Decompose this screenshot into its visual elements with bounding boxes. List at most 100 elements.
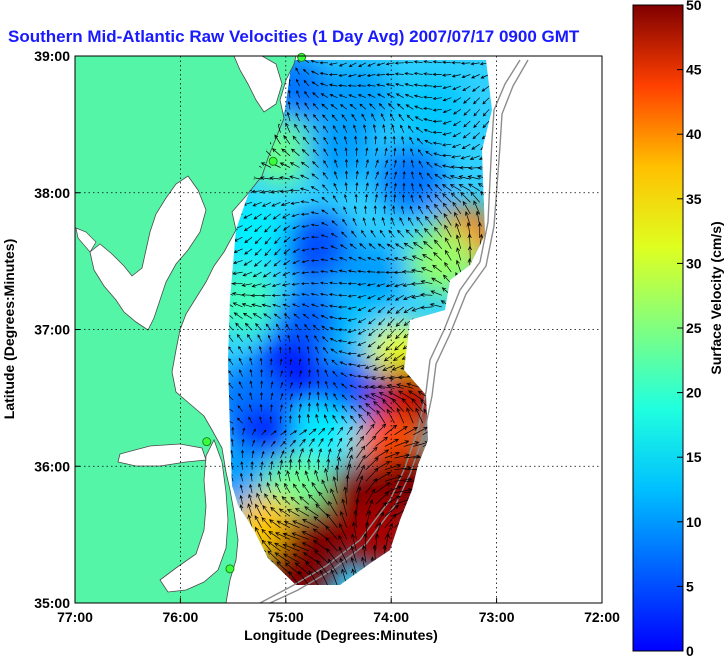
velocity-arrow [395, 243, 404, 250]
velocity-arrow [242, 271, 253, 277]
velocity-arrow [388, 229, 395, 238]
velocity-arrow [307, 357, 311, 366]
velocity-arrow [347, 318, 357, 322]
velocity-arrow [410, 171, 414, 180]
velocity-arrow [340, 510, 348, 528]
velocity-arrow [310, 281, 319, 285]
velocity-arrow [329, 94, 338, 99]
velocity-arrow [349, 384, 357, 389]
velocity-arrow [314, 469, 319, 482]
velocity-arrow [343, 486, 348, 505]
velocity-arrow [310, 70, 319, 75]
velocity-arrow [295, 323, 300, 331]
velocity-arrow [319, 61, 328, 65]
colorbar-tick-label: 50 [686, 0, 702, 13]
velocity-cell [228, 268, 278, 337]
velocity-arrow [352, 217, 357, 226]
velocity-arrow [375, 171, 379, 180]
velocity-arrow [402, 170, 406, 180]
velocity-arrow [433, 163, 442, 168]
velocity-arrow [394, 171, 398, 180]
velocity-arrow [393, 257, 404, 261]
velocity-arrow [392, 135, 396, 145]
velocity-arrow [290, 201, 300, 205]
velocity-arrow [269, 346, 272, 354]
velocity-arrow [426, 172, 433, 180]
velocity-arrow [354, 193, 358, 203]
velocity-arrow [330, 245, 338, 250]
velocity-arrow [320, 222, 329, 226]
velocity-arrow [427, 194, 433, 203]
velocity-arrow [464, 211, 471, 226]
velocity-arrow [261, 528, 272, 540]
velocity-arrow [280, 358, 283, 366]
velocity-arrow [298, 358, 302, 366]
velocity-arrow [338, 94, 348, 99]
velocity-arrow [263, 260, 272, 267]
velocity-arrow [337, 437, 343, 447]
velocity-arrow [261, 303, 272, 308]
velocity-arrow [258, 482, 262, 493]
velocity-arrow [329, 269, 338, 273]
velocity-arrow [370, 229, 376, 238]
velocity-arrow [289, 403, 293, 412]
velocity-arrow [341, 394, 348, 401]
velocity-arrow [403, 426, 418, 436]
velocity-arrow [451, 74, 461, 78]
velocity-arrow [241, 438, 245, 447]
velocity-arrow [298, 570, 310, 585]
velocity-arrow [239, 472, 243, 482]
velocity-arrow [321, 103, 329, 110]
velocity-arrow [277, 334, 281, 342]
velocity-arrow [386, 306, 395, 314]
velocity-arrow [384, 147, 388, 156]
velocity-arrow [366, 73, 376, 77]
velocity-arrow [382, 123, 386, 133]
velocity-arrow [394, 72, 404, 76]
velocity-arrow [279, 162, 291, 168]
velocity-arrow [414, 116, 423, 122]
velocity-arrow [382, 399, 395, 412]
velocity-arrow [357, 385, 366, 389]
velocity-arrow [394, 294, 404, 301]
velocity-arrow [380, 113, 386, 122]
velocity-arrow [334, 147, 338, 156]
velocity-arrow [322, 125, 329, 133]
velocity-arrow [297, 346, 301, 354]
velocity-arrow [413, 94, 423, 99]
velocity-arrow [255, 526, 262, 540]
velocity-arrow [452, 201, 462, 215]
velocity-arrow [330, 488, 338, 505]
velocity-arrow [392, 205, 396, 214]
velocity-arrow [368, 329, 376, 337]
velocity-arrow [443, 213, 452, 226]
velocity-arrow [333, 182, 338, 191]
velocity-arrow [250, 293, 262, 298]
velocity-arrow [357, 256, 367, 261]
velocity-arrow [338, 84, 347, 88]
velocity-arrow [302, 552, 319, 563]
chesapeake-bay [89, 175, 207, 331]
velocity-arrow [470, 191, 480, 203]
x-tick-label: 74:00 [373, 609, 409, 625]
velocity-arrow [288, 570, 300, 585]
velocity-arrow [366, 353, 376, 359]
velocity-arrow [267, 334, 272, 342]
velocity-arrow [310, 211, 319, 215]
velocity-arrow [422, 240, 433, 250]
velocity-arrow [328, 500, 338, 517]
velocity-arrow [419, 194, 424, 203]
velocity-arrow [238, 393, 243, 401]
velocity-arrow [442, 120, 452, 125]
velocity-arrow [358, 395, 367, 401]
velocity-arrow [238, 381, 243, 389]
velocity-arrow [338, 62, 348, 67]
velocity-arrow [228, 370, 234, 377]
velocity-arrow [441, 164, 452, 168]
velocity-arrow [403, 242, 414, 250]
velocity-arrow [318, 491, 329, 505]
velocity-arrow [391, 124, 395, 133]
velocity-arrow [269, 415, 273, 424]
velocity-arrow [330, 348, 338, 354]
velocity-arrow [467, 245, 473, 261]
